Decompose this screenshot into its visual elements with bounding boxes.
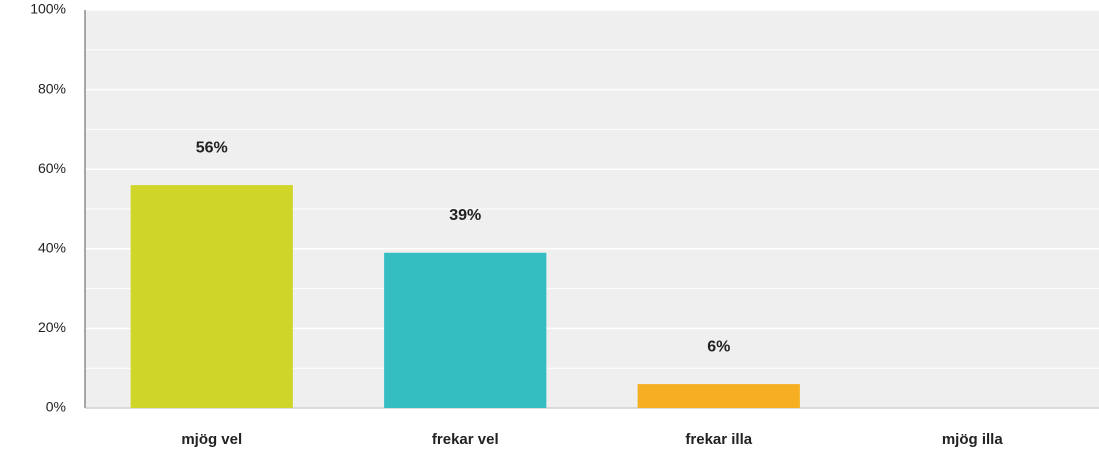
- bar: [384, 252, 547, 408]
- x-tick-label: mjög illa: [942, 431, 1004, 448]
- x-tick-label: frekar vel: [432, 431, 499, 448]
- y-tick-label: 20%: [38, 319, 66, 335]
- x-tick-label: frekar illa: [685, 431, 752, 448]
- y-tick-label: 80%: [38, 80, 66, 96]
- value-label: 6%: [707, 338, 730, 355]
- y-tick-label: 100%: [30, 1, 66, 17]
- bar: [130, 185, 293, 408]
- y-tick-label: 40%: [38, 240, 66, 256]
- y-tick-label: 60%: [38, 160, 66, 176]
- bar: [637, 384, 800, 408]
- x-tick-label: mjög vel: [181, 431, 242, 448]
- value-label: 56%: [196, 139, 228, 156]
- value-label: 39%: [449, 207, 481, 224]
- y-tick-label: 0%: [46, 399, 66, 415]
